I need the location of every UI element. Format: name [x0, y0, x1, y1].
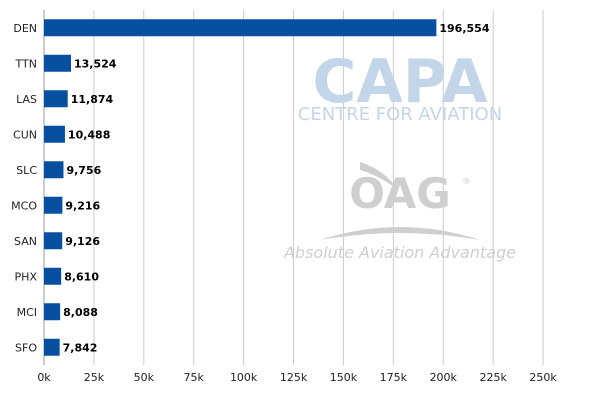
bar-las — [44, 90, 68, 108]
x-tick-label: 200k — [430, 371, 458, 384]
capa-watermark: CAPA CENTRE FOR AVIATION — [298, 47, 502, 125]
x-tick-label: 175k — [380, 371, 408, 384]
x-tick-label: 75k — [184, 371, 205, 384]
bar-mci — [44, 303, 61, 321]
data-label: 9,126 — [65, 235, 100, 248]
data-label: 8,088 — [63, 306, 98, 319]
bar-phx — [44, 267, 62, 285]
category-labels: DEN TTN LAS CUN SLC MCO SAN PHX MCI SFO — [11, 22, 37, 355]
x-tick-label: 0k — [37, 371, 51, 384]
oag-swoosh-icon — [360, 162, 398, 190]
category-label: LAS — [16, 93, 37, 106]
bar-mco — [44, 196, 63, 214]
data-label: 10,488 — [68, 128, 110, 141]
category-label: TTN — [15, 57, 37, 70]
x-tick-label: 225k — [479, 371, 507, 384]
category-label: MCI — [17, 306, 37, 319]
x-tick-label: 125k — [280, 371, 308, 384]
data-label: 9,756 — [66, 164, 101, 177]
bar-sfo — [44, 338, 60, 356]
bar-cun — [44, 125, 65, 143]
category-label: SFO — [15, 341, 37, 354]
oag-watermark: OAG ® Absolute Aviation Advantage — [283, 162, 516, 262]
oag-registered-mark: ® — [462, 177, 471, 187]
bar-den — [44, 19, 437, 37]
oag-logo-text: OAG — [349, 169, 451, 218]
data-label: 11,874 — [71, 93, 114, 106]
category-label: CUN — [13, 128, 37, 141]
x-tick-label: 250k — [529, 371, 557, 384]
x-tick-label: 50k — [134, 371, 155, 384]
data-label: 8,610 — [64, 270, 99, 283]
bar-san — [44, 232, 63, 250]
data-label: 196,554 — [439, 22, 489, 35]
bars — [44, 19, 437, 356]
category-label: SLC — [16, 164, 37, 177]
data-label: 7,842 — [63, 341, 98, 354]
watermarks: CAPA CENTRE FOR AVIATION OAG ® Absolute … — [283, 47, 516, 262]
x-tick-labels: 0k 25k 50k 75k 100k 125k 150k 175k 200k 225k 250k — [37, 371, 557, 384]
category-label: PHX — [15, 270, 38, 283]
capa-subtitle: CENTRE FOR AVIATION — [298, 104, 502, 125]
bar-slc — [44, 161, 64, 179]
capa-logo-text: CAPA — [312, 47, 488, 117]
data-label: 13,524 — [74, 57, 117, 70]
x-tick-label: 100k — [230, 371, 258, 384]
gridlines — [93, 10, 544, 365]
data-labels: 196,554 13,524 11,874 10,488 9,756 9,216 9,126… — [63, 22, 490, 355]
data-label: 9,216 — [65, 199, 100, 212]
oag-tagline: Absolute Aviation Advantage — [283, 243, 516, 262]
category-label: MCO — [11, 199, 37, 212]
bar-ttn — [44, 54, 71, 72]
category-label: SAN — [14, 235, 37, 248]
category-label: DEN — [13, 22, 37, 35]
x-tick-label: 150k — [330, 371, 358, 384]
oag-wing-icon — [320, 227, 480, 240]
x-tick-label: 25k — [84, 371, 105, 384]
